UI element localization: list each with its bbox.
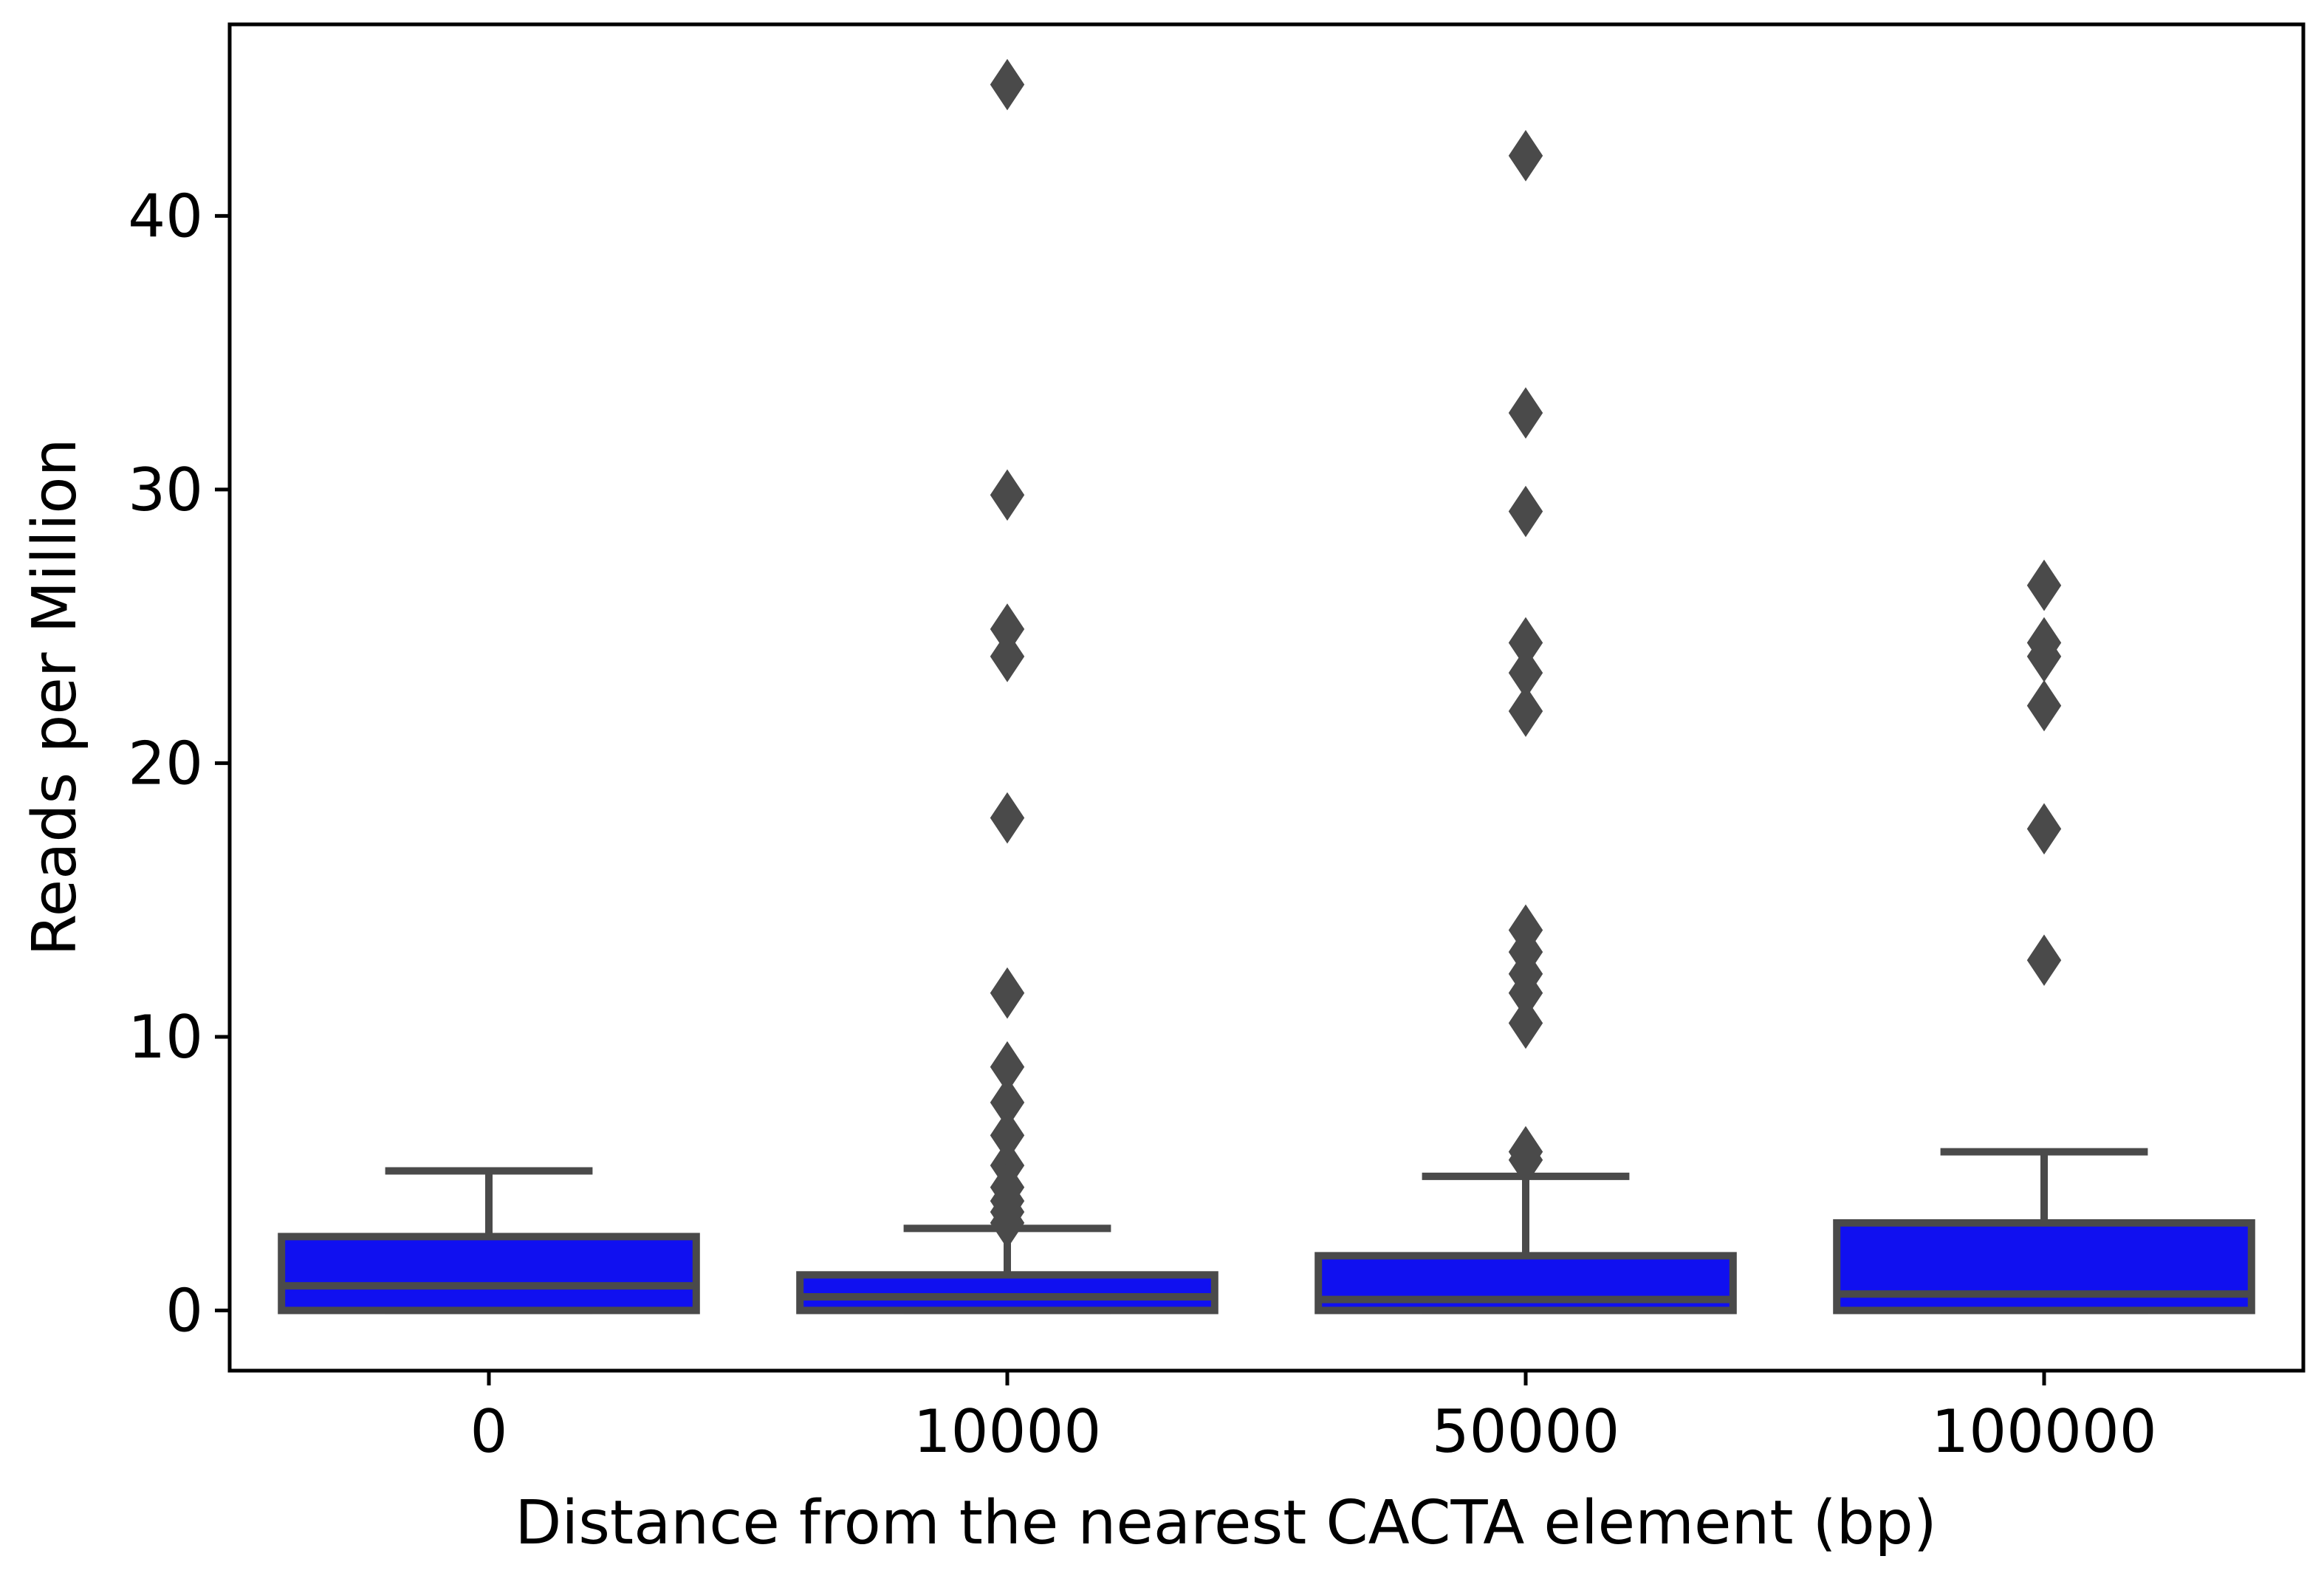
outlier-point — [990, 469, 1025, 521]
x-tick-label: 10000 — [914, 1397, 1102, 1466]
y-axis: 0 10 20 30 40 — [128, 182, 230, 1345]
box-group-50000 — [1314, 130, 1737, 1315]
x-tick-label: 0 — [470, 1397, 508, 1466]
outlier-point — [1508, 485, 1543, 538]
y-tick-label: 0 — [165, 1276, 203, 1345]
x-axis-label: Distance from the nearest CACTA element … — [515, 1488, 1936, 1558]
box-group-10000 — [796, 58, 1218, 1315]
outlier-point — [1508, 685, 1543, 737]
plot-marks — [278, 58, 2255, 1315]
outlier-point — [990, 967, 1025, 1019]
outlier-point — [1508, 997, 1543, 1049]
outlier-point — [990, 1197, 1025, 1249]
plot-frame — [227, 22, 2306, 1373]
x-tick-label: 100000 — [1931, 1397, 2156, 1466]
box-iqr — [278, 1233, 700, 1315]
y-axis-label: Reads per Million — [20, 438, 90, 956]
outlier-point — [2026, 803, 2062, 855]
y-tick-label: 40 — [128, 182, 203, 250]
box-iqr — [796, 1271, 1218, 1315]
x-tick-label: 50000 — [1432, 1397, 1620, 1466]
outlier-point — [1508, 1134, 1543, 1186]
outlier-point — [1508, 387, 1543, 439]
outlier-point — [990, 631, 1025, 682]
outlier-point — [1508, 130, 1543, 182]
outlier-point — [990, 792, 1025, 844]
box-group-100000 — [1833, 559, 2255, 1315]
outlier-point — [990, 58, 1025, 111]
y-tick-label: 10 — [128, 1003, 203, 1072]
outlier-point — [2026, 679, 2062, 732]
outlier-point — [2026, 559, 2062, 611]
x-axis: 0 10000 50000 100000 — [470, 1371, 2157, 1466]
box-group-0 — [278, 1167, 700, 1315]
y-tick-label: 30 — [128, 456, 203, 524]
y-tick-label: 20 — [128, 729, 203, 798]
outlier-point — [2026, 934, 2062, 987]
